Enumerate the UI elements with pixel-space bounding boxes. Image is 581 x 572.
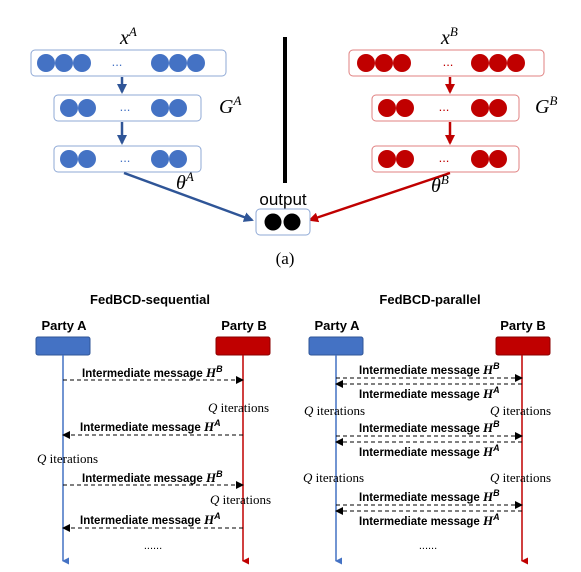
seq-continuation-dots: ...... xyxy=(144,540,162,552)
par-message-1: Intermediate message HB xyxy=(359,361,500,377)
seq-message-1: Intermediate message HB xyxy=(82,364,223,380)
label-x-a: xA xyxy=(119,24,137,49)
label-theta-a: θA xyxy=(176,169,194,194)
label-g-a: GA xyxy=(219,93,241,118)
party-a-network: ... ... ... xA GA θA xyxy=(30,24,254,222)
sequential-title: FedBCD-sequential xyxy=(90,292,210,307)
output-box xyxy=(255,208,311,236)
par-q-iterations-b-1: Q iterations xyxy=(490,403,551,418)
output-node-1 xyxy=(264,213,282,231)
seq-q-iterations-3: Q iterations xyxy=(210,492,271,507)
label-g-b: GB xyxy=(535,93,557,118)
caption-a: (a) xyxy=(276,249,295,268)
param-ellipsis-a: ... xyxy=(120,150,131,165)
seq-message-4: Intermediate message HA xyxy=(80,511,221,527)
par-party-a-label: Party A xyxy=(314,318,360,333)
party-b-network: ... ... ... xB GB θB xyxy=(308,24,557,223)
sequential-diagram: FedBCD-sequential Party A Party B Interm… xyxy=(35,292,271,565)
output-label: output xyxy=(259,190,307,209)
par-message-6: Intermediate message HA xyxy=(359,512,500,528)
par-message-4: Intermediate message HA xyxy=(359,443,500,459)
seq-party-b-label: Party B xyxy=(221,318,267,333)
param-nodes-a xyxy=(60,150,187,168)
par-message-3: Intermediate message HB xyxy=(359,419,500,435)
seq-q-iterations-2: Q iterations xyxy=(37,451,98,466)
arrow-b-to-output xyxy=(308,171,451,223)
par-party-b-label: Party B xyxy=(500,318,546,333)
label-x-b: xB xyxy=(440,24,458,49)
par-q-iterations-a-2: Q iterations xyxy=(303,470,364,485)
hidden-nodes-b xyxy=(378,99,507,117)
par-party-b-box xyxy=(495,336,551,356)
output-node: output xyxy=(255,190,311,236)
hidden-ellipsis-a: ... xyxy=(120,99,131,114)
seq-party-a-box xyxy=(35,336,91,356)
seq-message-3: Intermediate message HB xyxy=(82,469,223,485)
input-ellipsis-a: ... xyxy=(112,54,123,69)
input-ellipsis-b: ... xyxy=(443,54,454,69)
arrow-a-to-output xyxy=(123,171,254,222)
par-q-iterations-a-1: Q iterations xyxy=(304,403,365,418)
seq-party-b-box xyxy=(215,336,271,356)
label-theta-b: θB xyxy=(431,172,449,197)
param-ellipsis-b: ... xyxy=(439,150,450,165)
seq-message-2: Intermediate message HA xyxy=(80,418,221,434)
par-party-a-box xyxy=(308,336,364,356)
hidden-nodes-a xyxy=(60,99,187,117)
par-continuation-dots: ...... xyxy=(419,540,437,552)
seq-party-a-label: Party A xyxy=(41,318,87,333)
input-nodes-a xyxy=(37,54,205,72)
par-q-iterations-b-2: Q iterations xyxy=(490,470,551,485)
parallel-diagram: FedBCD-parallel Party A Party B Intermed… xyxy=(303,292,551,565)
input-nodes-b xyxy=(357,54,525,72)
parallel-title: FedBCD-parallel xyxy=(379,292,480,307)
hidden-ellipsis-b: ... xyxy=(439,99,450,114)
param-nodes-b xyxy=(378,150,507,168)
output-node-2 xyxy=(283,213,301,231)
seq-q-iterations-1: Q iterations xyxy=(208,400,269,415)
par-message-5: Intermediate message HB xyxy=(359,488,500,504)
par-message-2: Intermediate message HA xyxy=(359,385,500,401)
